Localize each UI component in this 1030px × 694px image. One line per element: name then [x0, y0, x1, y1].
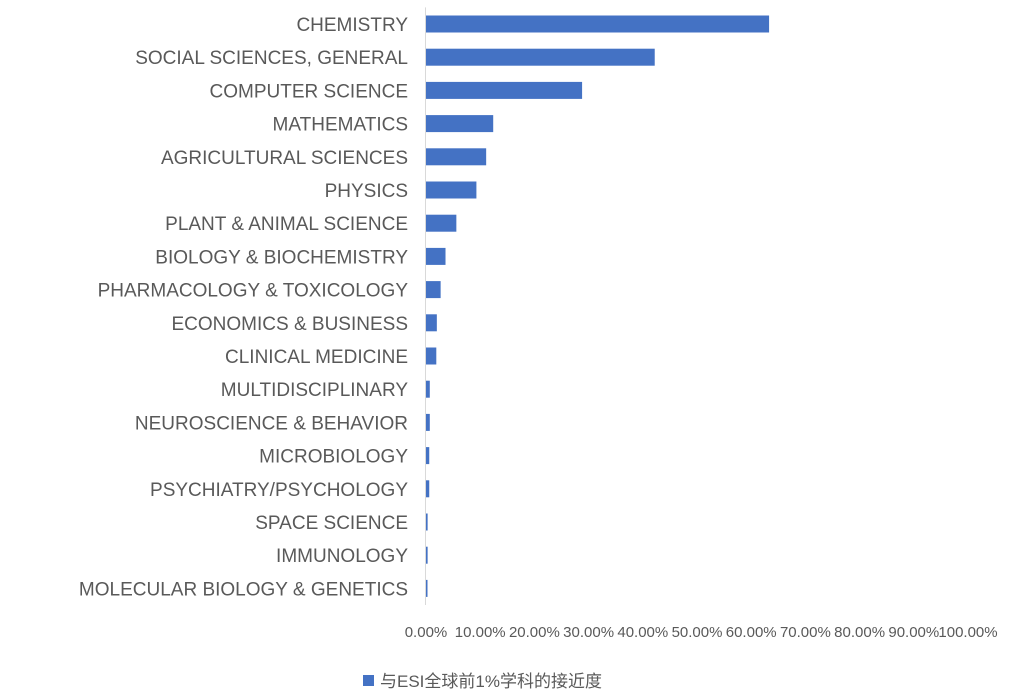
- x-tick-label: 0.00%: [405, 624, 448, 641]
- x-tick-label: 80.00%: [834, 624, 885, 641]
- x-tick-label: 50.00%: [672, 624, 723, 641]
- bar: [426, 513, 428, 531]
- category-label: MICROBIOLOGY: [259, 447, 408, 468]
- bar: [426, 447, 430, 465]
- bar: [426, 247, 446, 265]
- category-label: SOCIAL SCIENCES, GENERAL: [135, 48, 408, 69]
- category-label: MATHEMATICS: [273, 115, 408, 136]
- x-tick-label: 10.00%: [455, 624, 506, 641]
- bar: [426, 214, 457, 232]
- x-tick-label: 60.00%: [726, 624, 777, 641]
- bar: [426, 181, 477, 199]
- bar: [426, 48, 655, 66]
- bar: [426, 347, 437, 365]
- bar: [426, 413, 430, 431]
- category-label: CHEMISTRY: [296, 15, 408, 36]
- x-tick-label: 100.00%: [938, 624, 997, 641]
- category-label: MULTIDISCIPLINARY: [221, 380, 409, 401]
- x-tick-label: 90.00%: [888, 624, 939, 641]
- bar: [426, 579, 428, 597]
- bars: [426, 15, 770, 597]
- bar: [426, 148, 487, 166]
- legend: 与ESI全球前1%学科的接近度: [363, 672, 602, 691]
- category-label: BIOLOGY & BIOCHEMISTRY: [155, 247, 408, 268]
- x-tick-label: 30.00%: [563, 624, 614, 641]
- legend-label: 与ESI全球前1%学科的接近度: [380, 672, 602, 691]
- category-label: NEUROSCIENCE & BEHAVIOR: [135, 413, 408, 434]
- bar: [426, 281, 441, 299]
- category-labels: CHEMISTRY SOCIAL SCIENCES, GENERAL COMPUTE…: [79, 15, 408, 600]
- category-label: COMPUTER SCIENCE: [210, 81, 408, 102]
- x-tick-labels: 0.00% 10.00% 20.00% 30.00% 40.00% 50.00% 60.00…: [405, 624, 998, 641]
- x-tick-label: 40.00%: [617, 624, 668, 641]
- bar: [426, 15, 770, 33]
- bar: [426, 81, 583, 99]
- x-tick-label: 70.00%: [780, 624, 831, 641]
- category-label: AGRICULTURAL SCIENCES: [161, 148, 408, 169]
- category-label: PHARMACOLOGY & TOXICOLOGY: [98, 281, 409, 302]
- category-label: ECONOMICS & BUSINESS: [172, 314, 409, 335]
- bar: [426, 546, 428, 564]
- category-label: CLINICAL MEDICINE: [225, 347, 408, 368]
- category-label: PHYSICS: [325, 181, 408, 202]
- bar: [426, 380, 430, 398]
- bar: [426, 314, 437, 332]
- category-label: SPACE SCIENCE: [255, 513, 408, 534]
- category-label: PLANT & ANIMAL SCIENCE: [165, 214, 408, 235]
- category-label: IMMUNOLOGY: [276, 546, 408, 567]
- category-label: PSYCHIATRY/PSYCHOLOGY: [150, 480, 408, 501]
- bar: [426, 115, 494, 133]
- x-tick-label: 20.00%: [509, 624, 560, 641]
- bar: [426, 480, 430, 498]
- legend-swatch: [363, 675, 374, 686]
- category-label: MOLECULAR BIOLOGY & GENETICS: [79, 579, 408, 600]
